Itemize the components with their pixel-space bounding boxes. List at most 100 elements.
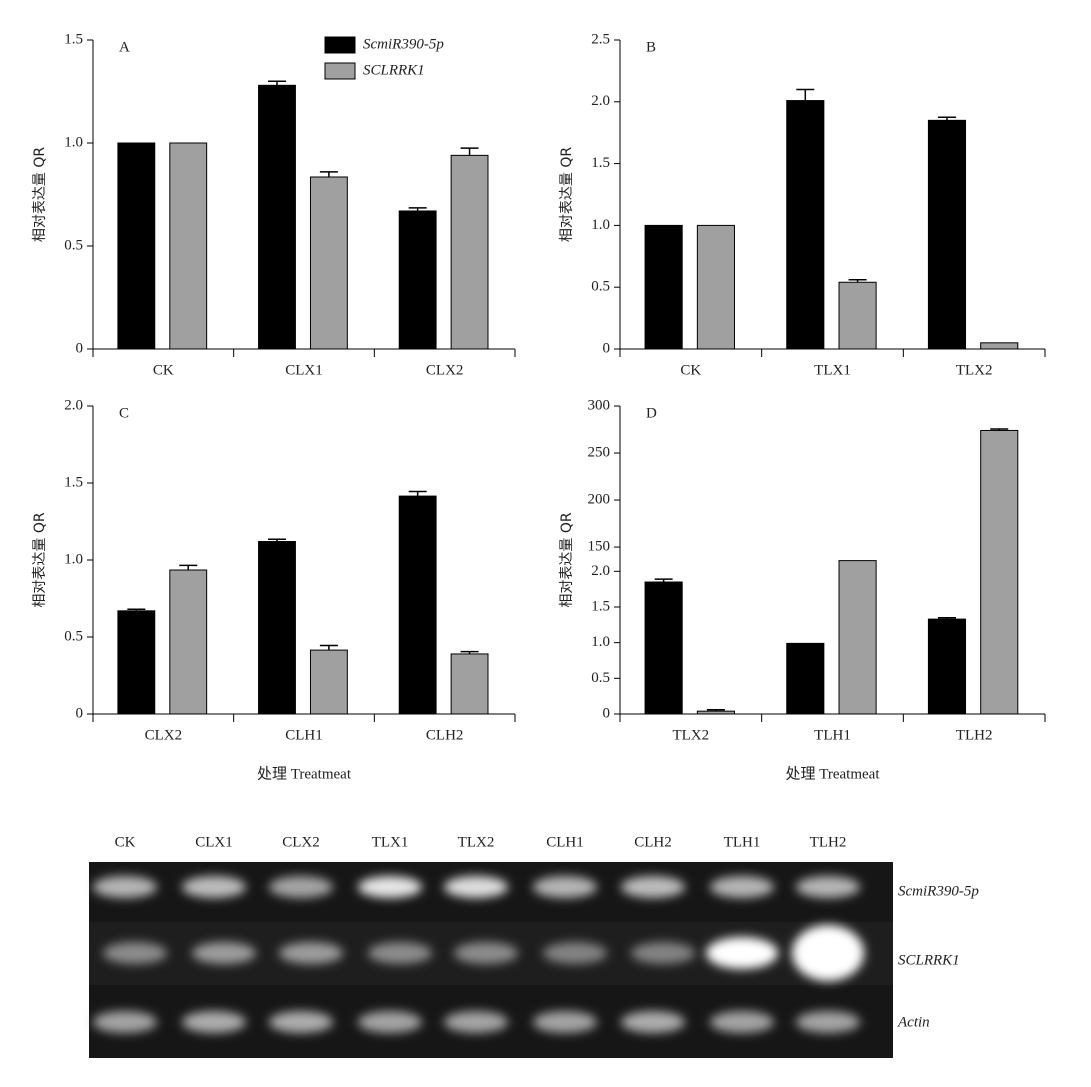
- gel-band: [279, 942, 343, 964]
- error-bar: [796, 88, 815, 101]
- gel-band: [621, 876, 685, 898]
- lane-label: TLH1: [724, 834, 761, 850]
- bar: [838, 560, 877, 715]
- error-bar: [460, 147, 479, 156]
- x-tick-label: CK: [153, 362, 174, 378]
- y-tick-label: 1.5: [64, 31, 83, 47]
- row-label: Actin: [897, 1014, 930, 1030]
- bar: [398, 210, 437, 350]
- y-tick-label: 2.0: [591, 563, 610, 579]
- gel-band: [444, 1011, 508, 1033]
- x-axis-label: 处理 Treatmeat: [257, 765, 352, 782]
- error-bar: [267, 538, 286, 542]
- legend-swatch: [324, 36, 356, 54]
- x-tick-label: CLX1: [285, 362, 323, 378]
- panel-label: D: [646, 405, 657, 421]
- gel-band: [621, 1011, 685, 1033]
- lane-label: CLH1: [546, 834, 584, 850]
- y-axis-label: 相对表达量 QR: [32, 147, 48, 242]
- gel-band: [533, 876, 597, 898]
- y-tick-label: 1.0: [591, 217, 610, 233]
- gel-band: [533, 1011, 597, 1033]
- gel-band: [358, 1011, 422, 1033]
- error-bar: [937, 116, 956, 121]
- y-tick-label: 0: [603, 705, 611, 721]
- gel-band: [543, 942, 607, 964]
- gel-band: [710, 1011, 774, 1033]
- bar: [117, 610, 156, 715]
- bar: [398, 495, 437, 715]
- y-tick-label: 250: [588, 444, 611, 460]
- y-tick-label: 300: [588, 397, 611, 413]
- y-tick-label: 0.5: [591, 279, 610, 295]
- error-bar: [460, 650, 479, 654]
- gel-image: [89, 862, 893, 1058]
- x-tick-label: TLH1: [814, 727, 851, 743]
- lane-label: TLH2: [810, 834, 847, 850]
- gel-band: [269, 876, 333, 898]
- row-label: SCLRRK1: [898, 952, 960, 968]
- bar: [927, 119, 967, 350]
- gel-band: [710, 876, 774, 898]
- x-tick-label: TLX2: [672, 727, 709, 743]
- y-tick-label: 1.5: [64, 474, 83, 490]
- gel-band: [444, 876, 508, 898]
- gel-band: [454, 942, 518, 964]
- lane-label: TLX1: [372, 834, 409, 850]
- gel-band: [358, 876, 422, 898]
- x-tick-label: CK: [680, 362, 701, 378]
- error-bar: [267, 80, 286, 86]
- bar: [309, 649, 348, 715]
- gel-band: [182, 1011, 246, 1033]
- gel-band: [269, 1011, 333, 1033]
- bar: [786, 642, 825, 715]
- gel-band: [93, 1011, 157, 1033]
- gel-band: [103, 942, 167, 964]
- error-bar: [990, 428, 1009, 431]
- y-tick-label: 2.0: [64, 397, 83, 413]
- bar: [309, 176, 348, 350]
- bar: [258, 84, 296, 350]
- y-tick-label: 1.5: [591, 598, 610, 614]
- bar: [696, 710, 735, 715]
- error-bar: [319, 171, 338, 177]
- y-tick-label: 0: [76, 340, 84, 356]
- bar: [838, 281, 877, 350]
- y-tick-label: 2.0: [591, 93, 610, 109]
- error-bar: [408, 207, 427, 211]
- x-tick-label: CLX2: [145, 727, 183, 743]
- bar: [258, 541, 296, 715]
- y-axis-label: 相对表达量 QR: [32, 512, 48, 607]
- x-tick-label: CLH2: [426, 727, 464, 743]
- gel-band: [706, 937, 778, 969]
- lane-label: CLH2: [634, 834, 672, 850]
- error-bar: [179, 564, 198, 571]
- y-tick-label: 0: [603, 340, 611, 356]
- y-tick-label: 0.5: [64, 237, 83, 253]
- gel-band: [182, 876, 246, 898]
- legend-label: ScmiR390-5p: [363, 36, 444, 52]
- gel-band: [368, 942, 432, 964]
- lane-label: CLX1: [195, 834, 233, 850]
- gel-band: [796, 876, 860, 898]
- error-bar: [848, 279, 867, 283]
- error-bar: [654, 578, 673, 583]
- x-tick-label: TLX1: [814, 362, 851, 378]
- x-tick-label: TLH2: [956, 727, 993, 743]
- lane-label: CLX2: [282, 834, 320, 850]
- y-tick-label: 1.0: [64, 134, 83, 150]
- gel-band: [796, 1011, 860, 1033]
- gel-band: [631, 942, 695, 964]
- y-tick-label: 150: [588, 539, 611, 555]
- bar: [450, 154, 489, 350]
- bar: [696, 224, 735, 350]
- panel-label: B: [646, 39, 656, 55]
- y-tick-label: 2.5: [591, 31, 610, 47]
- y-tick-label: 200: [588, 491, 611, 507]
- bar: [927, 618, 967, 715]
- bar: [980, 342, 1019, 350]
- y-tick-label: 0: [76, 705, 84, 721]
- error-bar: [937, 616, 956, 620]
- bar: [117, 142, 156, 350]
